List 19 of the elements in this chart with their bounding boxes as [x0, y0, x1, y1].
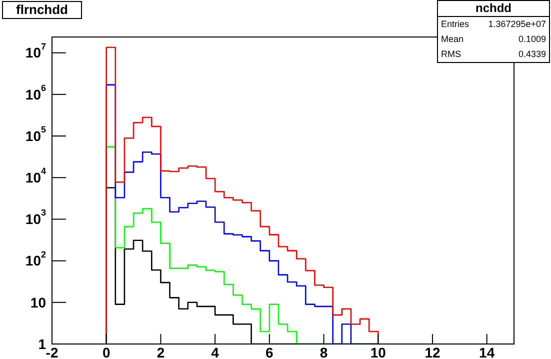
x-tick-label: 0 [102, 344, 110, 359]
x-tick-label: 6 [266, 344, 274, 359]
x-tick-label: 4 [211, 344, 220, 359]
chart-title: flrnchdd [2, 1, 82, 19]
text: 1.367295e+07 [488, 18, 546, 31]
x-tick-label: 2 [156, 344, 165, 359]
text: nchdd [438, 1, 549, 17]
x-tick-label: 10 [370, 344, 386, 359]
y-tick-label: 10 [30, 294, 46, 310]
x-tick-label: -2 [46, 344, 58, 359]
x-tick-label: 14 [479, 344, 495, 359]
x-tick-label: 12 [424, 344, 440, 359]
annotation: RMS [441, 48, 461, 61]
y-tick-label: 1 [38, 336, 46, 352]
text: Entries [441, 18, 470, 31]
annotation: Mean [441, 33, 464, 46]
x-tick-label: 8 [320, 344, 328, 359]
text: 0.4339 [518, 48, 546, 61]
text: 0.1009 [518, 33, 546, 46]
